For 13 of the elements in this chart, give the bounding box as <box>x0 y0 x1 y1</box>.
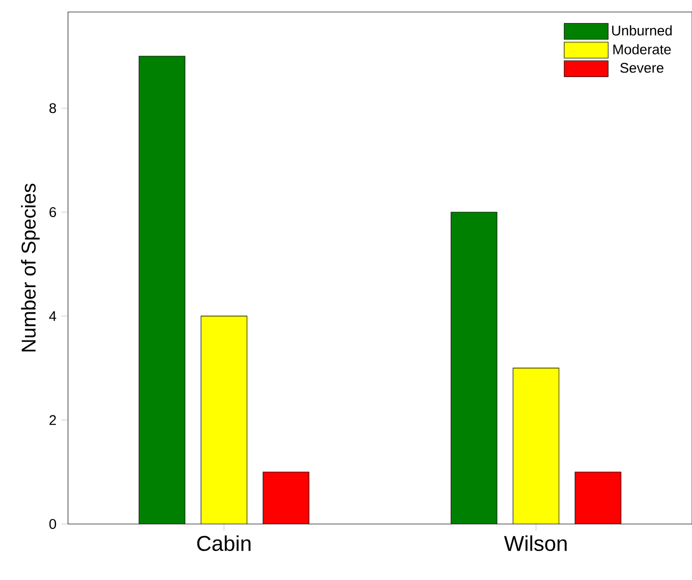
y-tick-label: 2 <box>50 415 56 425</box>
legend-label: Severe <box>620 62 664 73</box>
legend-label: Unburned <box>612 25 672 36</box>
x-tick-label: Wilson <box>504 535 567 552</box>
x-tick-label: Cabin <box>197 535 250 552</box>
y-tick-label: 0 <box>49 519 56 529</box>
y-tick-label: 6 <box>50 207 56 218</box>
y-tick-label: 8 <box>49 103 56 114</box>
y-axis-title: Number of Species <box>21 184 40 352</box>
y-tick-label: 4 <box>49 311 56 321</box>
legend-label: Moderate <box>613 44 671 54</box>
bar <box>512 368 560 524</box>
bar <box>200 316 248 524</box>
